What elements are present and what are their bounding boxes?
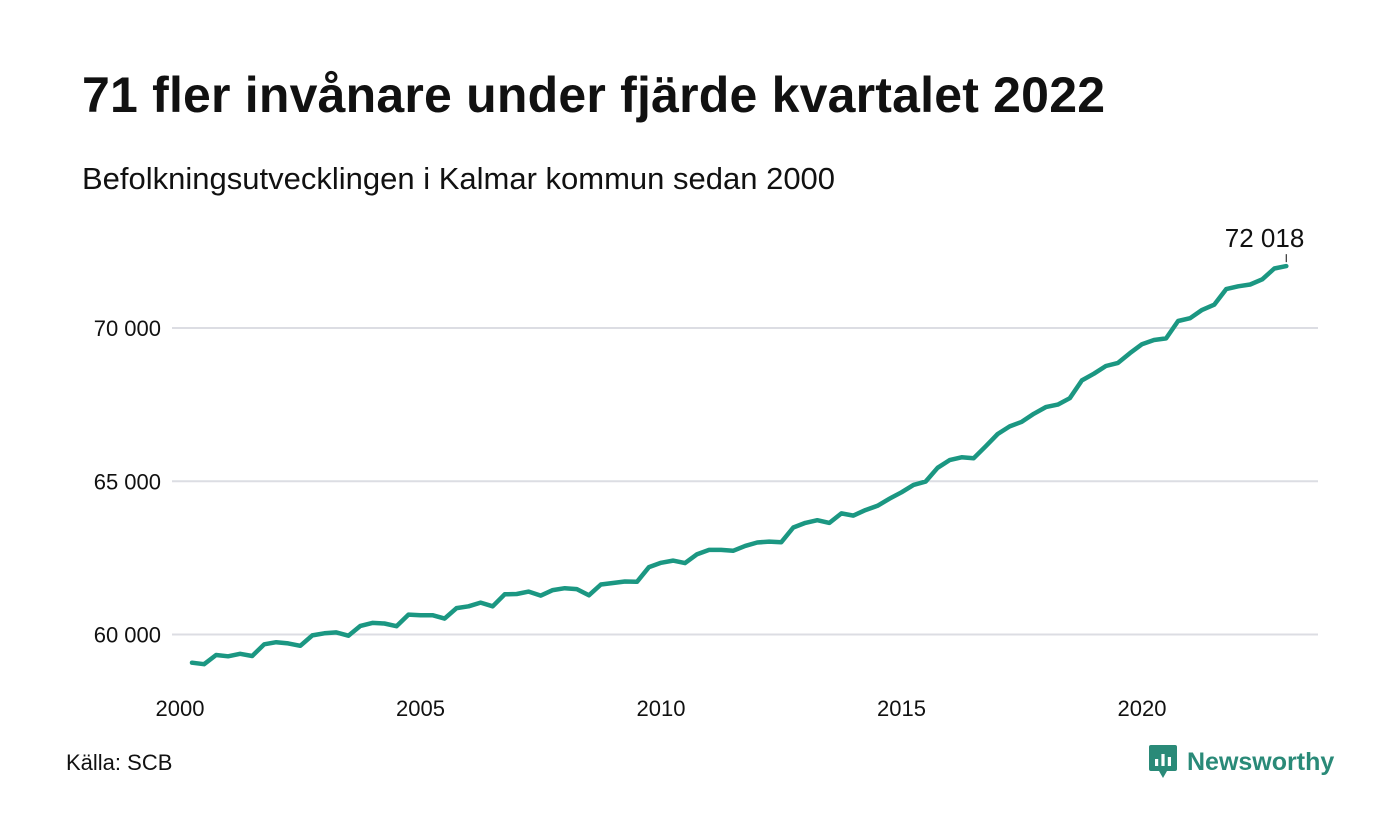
x-tick-label: 2005 [396, 696, 445, 721]
series-line [189, 263, 1289, 667]
newsworthy-logo-icon [1149, 745, 1177, 778]
gridlines [172, 327, 1318, 636]
chart-subtitle: Befolkningsutvecklingen i Kalmar kommun … [82, 161, 836, 196]
end-value-annotation: 72 018 [1225, 223, 1305, 263]
y-tick-label: 60 000 [94, 623, 161, 648]
end-value-label: 72 018 [1225, 223, 1305, 253]
source-note: Källa: SCB [66, 750, 173, 775]
brand-logo[interactable]: Newsworthy [1148, 744, 1334, 780]
x-axis-tick-labels: 2000 2005 2010 2015 2020 [156, 696, 1167, 721]
x-tick-label: 2010 [637, 696, 686, 721]
x-tick-label: 2015 [877, 696, 926, 721]
y-tick-label: 70 000 [94, 316, 161, 341]
x-tick-label: 2000 [156, 696, 205, 721]
x-tick-label: 2020 [1118, 696, 1167, 721]
y-tick-label: 65 000 [94, 469, 161, 494]
series-population [189, 263, 1289, 667]
brand-name: Newsworthy [1187, 747, 1335, 776]
chart-title: 71 fler invånare under fjärde kvartalet … [82, 67, 1106, 123]
y-axis-tick-labels: 60 000 65 000 70 000 [94, 316, 161, 648]
